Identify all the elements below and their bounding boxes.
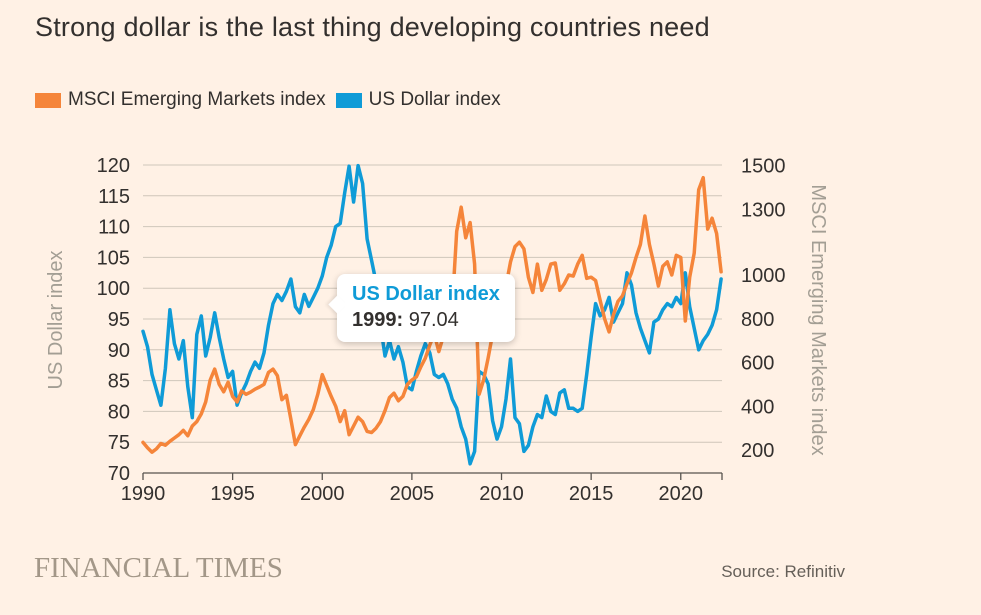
x-axis-tick-label: 2020 [659, 483, 704, 505]
x-axis-tick-label: 1990 [121, 483, 166, 505]
left-axis-tick-label: 120 [97, 155, 130, 177]
x-axis-tick-label: 2005 [390, 483, 435, 505]
legend-label-usd: US Dollar index [368, 89, 501, 110]
x-axis-tick-label: 2010 [479, 483, 524, 505]
usd-legend-swatch-icon [335, 92, 362, 108]
right-axis-tick-label: 400 [741, 396, 774, 418]
left-axis-tick-label: 105 [97, 247, 130, 269]
chart-tooltip: US Dollar index 1999: 97.04 [328, 274, 515, 342]
legend-item-usd: US Dollar index [335, 89, 501, 111]
x-axis-tick-label: 2000 [300, 483, 345, 505]
msci-legend-swatch-icon [35, 92, 61, 108]
left-axis-tick-label: 80 [108, 401, 130, 423]
legend-label-msci: MSCI Emerging Markets index [68, 89, 326, 110]
right-axis-tick-label: 200 [741, 440, 774, 462]
tooltip-series-name: US Dollar index [352, 283, 500, 305]
chart-legend: MSCI Emerging Markets index US Dollar in… [35, 89, 504, 111]
tooltip-value: 97.04 [408, 309, 459, 331]
left-axis-title: US Dollar index [45, 251, 67, 390]
tooltip-value-line: 1999: 97.04 [352, 309, 500, 332]
chart-title: Strong dollar is the last thing developi… [35, 12, 710, 42]
left-axis-tick-label: 70 [108, 463, 130, 485]
left-axis-tick-label: 100 [97, 278, 130, 300]
legend-item-msci: MSCI Emerging Markets index [35, 89, 326, 111]
right-axis-tick-label: 1300 [741, 199, 786, 221]
left-axis-tick-label: 110 [98, 217, 130, 239]
left-axis-tick-label: 95 [108, 309, 130, 331]
x-axis-tick-label: 1995 [210, 483, 255, 505]
right-axis-title: MSCI Emerging Markets index [807, 184, 829, 455]
left-axis-tick-label: 115 [98, 186, 130, 208]
right-axis-tick-label: 800 [741, 309, 774, 331]
left-axis-tick-label: 90 [108, 340, 130, 362]
right-axis-tick-label: 1000 [741, 265, 786, 287]
right-axis-tick-label: 1500 [741, 156, 786, 178]
tooltip-year: 1999: [352, 309, 404, 331]
financial-times-logo: FINANCIAL TIMES [34, 552, 283, 584]
left-axis-tick-label: 75 [108, 432, 130, 454]
x-axis-tick-label: 2015 [569, 483, 614, 505]
left-axis-tick-label: 85 [108, 371, 130, 393]
source-credit: Source: Refinitiv [721, 562, 845, 581]
right-axis-tick-label: 600 [741, 353, 774, 375]
